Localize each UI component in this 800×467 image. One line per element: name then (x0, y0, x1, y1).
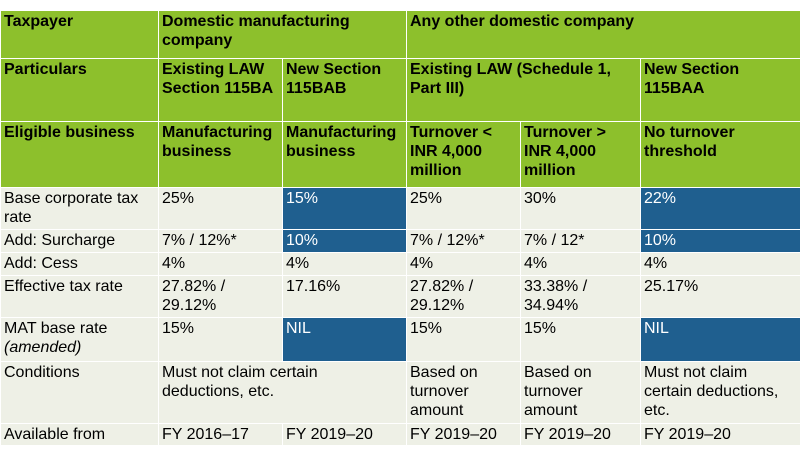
cess-lt: 4% (406, 252, 521, 276)
label-mat: MAT base rate (amended) (0, 317, 159, 362)
surcharge-lt: 7% / 12%* (406, 229, 521, 253)
row-surcharge: Add: Surcharge 7% / 12%* 10% 7% / 12%* 7… (0, 229, 800, 253)
header-domestic-manufacturing: Domestic manufacturing company (158, 10, 407, 59)
mat-115bab: NIL (282, 317, 407, 362)
surcharge-115bab: 10% (282, 229, 407, 253)
effective-115ba: 27.82% / 29.12% (158, 275, 283, 318)
header-existing-115ba: Existing LAW Section 115BA (158, 58, 283, 122)
effective-115baa: 25.17% (640, 275, 800, 318)
base-rate-gt: 30% (520, 187, 641, 230)
header-other-domestic: Any other domestic company (406, 10, 800, 59)
base-rate-115bab: 15% (282, 187, 407, 230)
surcharge-115ba: 7% / 12%* (158, 229, 283, 253)
row-taxpayer: Taxpayer Domestic manufacturing company … (0, 10, 800, 59)
row-effective-rate: Effective tax rate 27.82% / 29.12% 17.16… (0, 275, 800, 318)
header-particulars: Particulars (0, 58, 159, 122)
header-eligible-business: Eligible business (0, 121, 159, 188)
cess-115bab: 4% (282, 252, 407, 276)
label-mat-note: (amended) (4, 339, 82, 356)
conditions-lt: Based on turnover amount (406, 361, 521, 424)
mat-115ba: 15% (158, 317, 283, 362)
available-gt: FY 2019–20 (520, 423, 641, 446)
base-rate-lt: 25% (406, 187, 521, 230)
tax-comparison-table: Taxpayer Domestic manufacturing company … (0, 10, 800, 446)
base-rate-115baa: 22% (640, 187, 800, 230)
surcharge-115baa: 10% (640, 229, 800, 253)
eligible-mfg-115bab: Manufacturing business (282, 121, 407, 188)
cess-115baa: 4% (640, 252, 800, 276)
conditions-gt: Based on turnover amount (520, 361, 641, 424)
row-conditions: Conditions Must not claim certain deduct… (0, 361, 800, 424)
mat-lt: 15% (406, 317, 521, 362)
available-lt: FY 2019–20 (406, 423, 521, 446)
surcharge-gt: 7% / 12* (520, 229, 641, 253)
label-available-from: Available from (0, 423, 159, 446)
effective-115bab: 17.16% (282, 275, 407, 318)
available-115baa: FY 2019–20 (640, 423, 800, 446)
eligible-turnover-gt: Turnover > INR 4,000 million (520, 121, 641, 188)
header-taxpayer: Taxpayer (0, 10, 159, 59)
label-cess: Add: Cess (0, 252, 159, 276)
label-mat-text: MAT base rate (4, 320, 108, 337)
row-eligible-business: Eligible business Manufacturing business… (0, 121, 800, 188)
row-particulars: Particulars Existing LAW Section 115BA N… (0, 58, 800, 122)
label-surcharge: Add: Surcharge (0, 229, 159, 253)
row-cess: Add: Cess 4% 4% 4% 4% 4% (0, 252, 800, 276)
eligible-turnover-lt: Turnover < INR 4,000 million (406, 121, 521, 188)
eligible-mfg-115ba: Manufacturing business (158, 121, 283, 188)
row-mat: MAT base rate (amended) 15% NIL 15% 15% … (0, 317, 800, 362)
label-conditions: Conditions (0, 361, 159, 424)
header-new-115bab: New Section 115BAB (282, 58, 407, 122)
row-available-from: Available from FY 2016–17 FY 2019–20 FY … (0, 423, 800, 446)
effective-gt: 33.38% / 34.94% (520, 275, 641, 318)
label-base-rate: Base corporate tax rate (0, 187, 159, 230)
cess-gt: 4% (520, 252, 641, 276)
row-base-rate: Base corporate tax rate 25% 15% 25% 30% … (0, 187, 800, 230)
header-existing-schedule: Existing LAW (Schedule 1, Part III) (406, 58, 641, 122)
cess-115ba: 4% (158, 252, 283, 276)
header-new-115baa: New Section 115BAA (640, 58, 800, 122)
base-rate-115ba: 25% (158, 187, 283, 230)
available-115bab: FY 2019–20 (282, 423, 407, 446)
mat-115baa: NIL (640, 317, 800, 362)
conditions-115ba-115bab: Must not claim certain deductions, etc. (158, 361, 407, 424)
eligible-no-threshold: No turnover threshold (640, 121, 800, 188)
available-115ba: FY 2016–17 (158, 423, 283, 446)
label-effective-rate: Effective tax rate (0, 275, 159, 318)
conditions-115baa: Must not claim certain deductions, etc. (640, 361, 800, 424)
effective-lt: 27.82% / 29.12% (406, 275, 521, 318)
mat-gt: 15% (520, 317, 641, 362)
